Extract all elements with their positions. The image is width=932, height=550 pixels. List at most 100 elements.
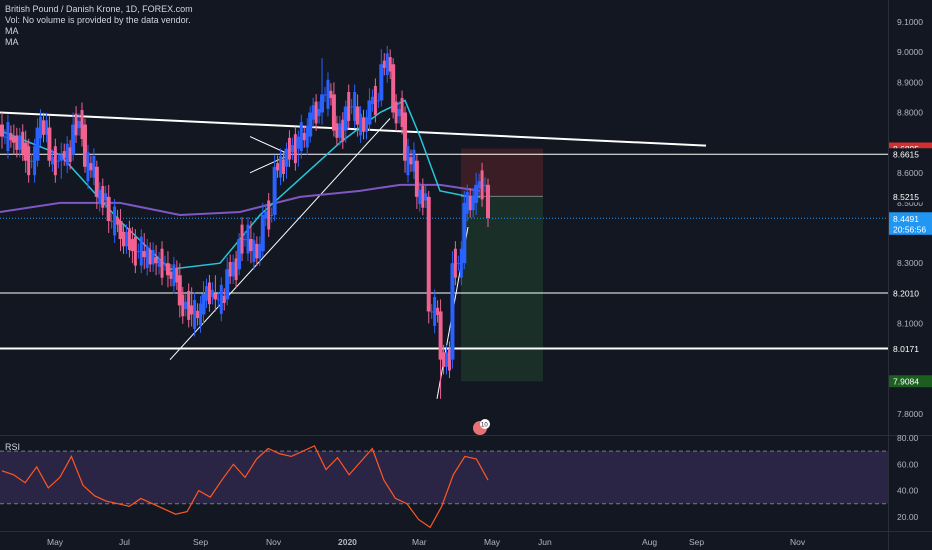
candle-body[interactable] <box>474 184 479 203</box>
candle-body[interactable] <box>362 117 366 132</box>
candle-body[interactable] <box>160 248 164 278</box>
candle-body[interactable] <box>483 184 487 186</box>
candle-body[interactable] <box>243 239 247 241</box>
candle-body[interactable] <box>272 166 277 215</box>
candle-body[interactable] <box>56 160 60 162</box>
candle-body[interactable] <box>163 263 167 265</box>
candle-body[interactable] <box>116 217 120 225</box>
candle-body[interactable] <box>222 295 226 303</box>
candle-body[interactable] <box>181 294 185 317</box>
candle-body[interactable] <box>379 64 384 101</box>
candle-body[interactable] <box>177 275 182 306</box>
candle-body[interactable] <box>196 310 200 319</box>
candle-body[interactable] <box>240 224 244 254</box>
candle-body[interactable] <box>471 195 475 211</box>
candle-body[interactable] <box>341 119 345 142</box>
candle-body[interactable] <box>101 186 105 208</box>
candle-body[interactable] <box>397 108 401 117</box>
candle-body[interactable] <box>210 289 214 297</box>
ascending-trendline[interactable] <box>169 118 391 360</box>
candle-body[interactable] <box>234 258 238 281</box>
candle-body[interactable] <box>400 98 404 127</box>
candle-body[interactable] <box>6 122 10 152</box>
candle-body[interactable] <box>207 282 211 305</box>
candle-body[interactable] <box>213 293 218 300</box>
candle-body[interactable] <box>124 231 128 247</box>
candle-body[interactable] <box>486 184 490 218</box>
candle-body[interactable] <box>450 263 455 360</box>
candle-body[interactable] <box>23 142 28 161</box>
candle-body[interactable] <box>219 284 223 314</box>
candle-body[interactable] <box>424 193 428 201</box>
candle-body[interactable] <box>418 189 422 205</box>
candle-body[interactable] <box>39 116 43 139</box>
candle-body[interactable] <box>71 124 76 155</box>
candle-body[interactable] <box>409 157 413 165</box>
candle-body[interactable] <box>187 290 191 320</box>
candle-body[interactable] <box>0 124 4 137</box>
candle-body[interactable] <box>365 117 368 132</box>
candle-body[interactable] <box>445 352 449 367</box>
candle-body[interactable] <box>421 186 425 208</box>
candle-body[interactable] <box>225 269 230 300</box>
candle-body[interactable] <box>376 100 380 102</box>
candle-body[interactable] <box>35 127 40 161</box>
candle-body[interactable] <box>317 108 321 117</box>
candle-body[interactable] <box>82 124 87 167</box>
candle-body[interactable] <box>154 257 159 264</box>
candle-body[interactable] <box>201 293 206 315</box>
candle-body[interactable] <box>3 136 7 138</box>
candle-body[interactable] <box>353 91 357 121</box>
candle-body[interactable] <box>290 145 294 153</box>
candle-body[interactable] <box>287 137 291 160</box>
candle-body[interactable] <box>53 146 57 176</box>
candle-body[interactable] <box>142 251 147 258</box>
candle-body[interactable] <box>270 214 274 216</box>
candle-body[interactable] <box>189 305 194 315</box>
indicator-ma-1[interactable]: MA <box>5 26 19 36</box>
candle-body[interactable] <box>331 94 336 131</box>
candle-body[interactable] <box>204 286 208 301</box>
candle-body[interactable] <box>9 132 13 141</box>
candle-body[interactable] <box>127 228 131 250</box>
candle-body[interactable] <box>442 352 446 367</box>
candle-body[interactable] <box>139 236 143 266</box>
candle-body[interactable] <box>338 123 342 138</box>
candle-body[interactable] <box>98 189 102 205</box>
candle-body[interactable] <box>456 263 460 265</box>
candle-body[interactable] <box>433 296 437 326</box>
candle-body[interactable] <box>122 231 125 247</box>
candle-body[interactable] <box>367 100 372 125</box>
candle-body[interactable] <box>151 249 155 265</box>
candle-body[interactable] <box>92 155 96 178</box>
candle-body[interactable] <box>228 261 232 277</box>
candle-body[interactable] <box>252 240 256 262</box>
candle-body[interactable] <box>175 268 179 283</box>
candle-body[interactable] <box>299 122 303 152</box>
candle-body[interactable] <box>276 163 280 171</box>
candle-body[interactable] <box>148 249 152 265</box>
candle-body[interactable] <box>255 243 259 259</box>
candle-body[interactable] <box>329 90 333 99</box>
candle-body[interactable] <box>15 135 19 150</box>
candle-body[interactable] <box>436 307 440 316</box>
candle-body[interactable] <box>477 181 481 189</box>
candle-body[interactable] <box>27 146 31 176</box>
candle-body[interactable] <box>136 251 140 253</box>
candle-body[interactable] <box>216 299 220 301</box>
candle-body[interactable] <box>193 299 197 329</box>
candle-body[interactable] <box>462 202 467 264</box>
candle-body[interactable] <box>320 94 325 113</box>
candle-body[interactable] <box>80 110 84 140</box>
candle-body[interactable] <box>302 132 306 141</box>
candle-body[interactable] <box>465 192 469 214</box>
candle-body[interactable] <box>260 214 265 252</box>
take-profit-zone[interactable] <box>461 196 543 382</box>
candle-body[interactable] <box>199 303 203 326</box>
candle-body[interactable] <box>388 57 392 72</box>
candle-body[interactable] <box>447 348 451 371</box>
candle-body[interactable] <box>248 239 253 252</box>
candle-body[interactable] <box>237 239 242 270</box>
